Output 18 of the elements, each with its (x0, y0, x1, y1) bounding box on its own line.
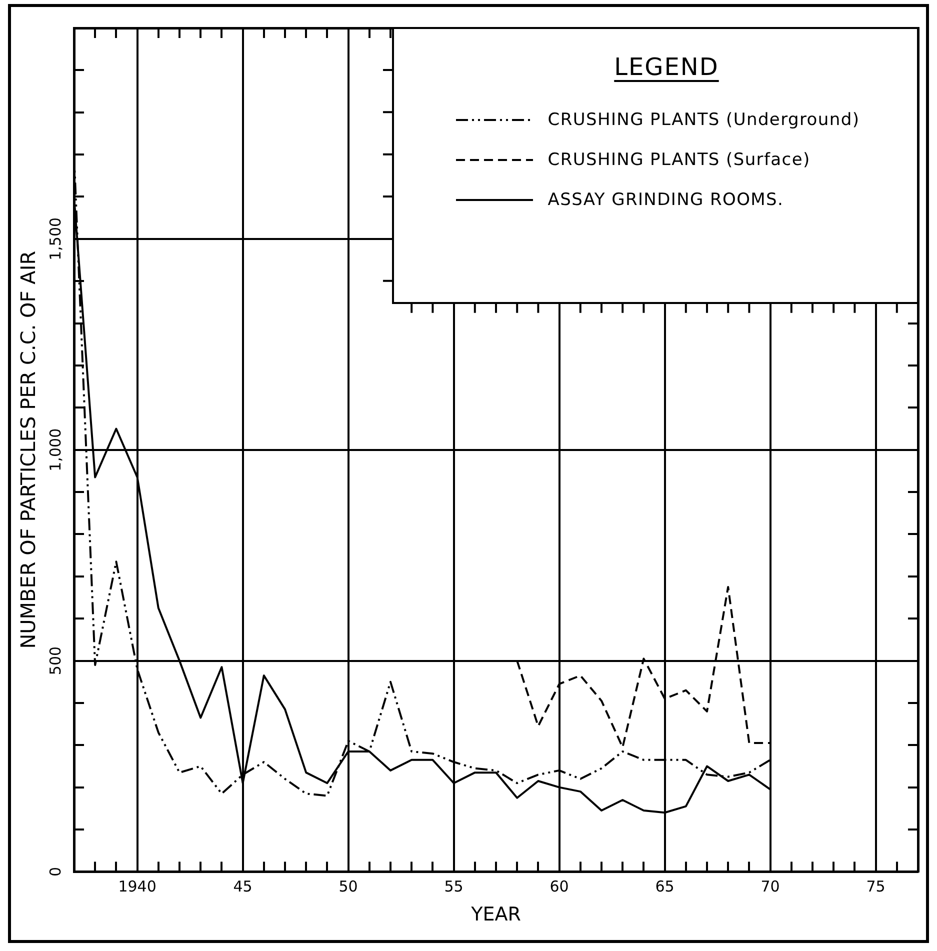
legend-label: CRUSHING PLANTS (Underground) (548, 110, 860, 130)
x-tick-label: 45 (233, 878, 252, 896)
y-tick-label: 500 (46, 646, 64, 676)
legend-title: LEGEND (614, 52, 719, 81)
x-tick-label: 50 (338, 878, 358, 896)
y-tick-label: 1,500 (46, 217, 64, 260)
y-axis-title: NUMBER OF PARTICLES PER C.C. OF AIR (16, 250, 40, 649)
x-tick-label: 65 (655, 878, 674, 896)
x-tick-label: 60 (550, 878, 569, 896)
y-tick-label: 1,000 (46, 428, 64, 472)
x-tick-label: 75 (866, 878, 886, 896)
x-tick-label: 55 (444, 878, 464, 896)
x-axis-title: YEAR (470, 904, 521, 926)
x-tick-label: 1940 (118, 878, 156, 896)
y-tick-label: 0 (46, 866, 64, 876)
legend-label: ASSAY GRINDING ROOMS. (548, 190, 784, 210)
legend-label: CRUSHING PLANTS (Surface) (548, 150, 810, 170)
x-tick-label: 70 (760, 878, 780, 896)
